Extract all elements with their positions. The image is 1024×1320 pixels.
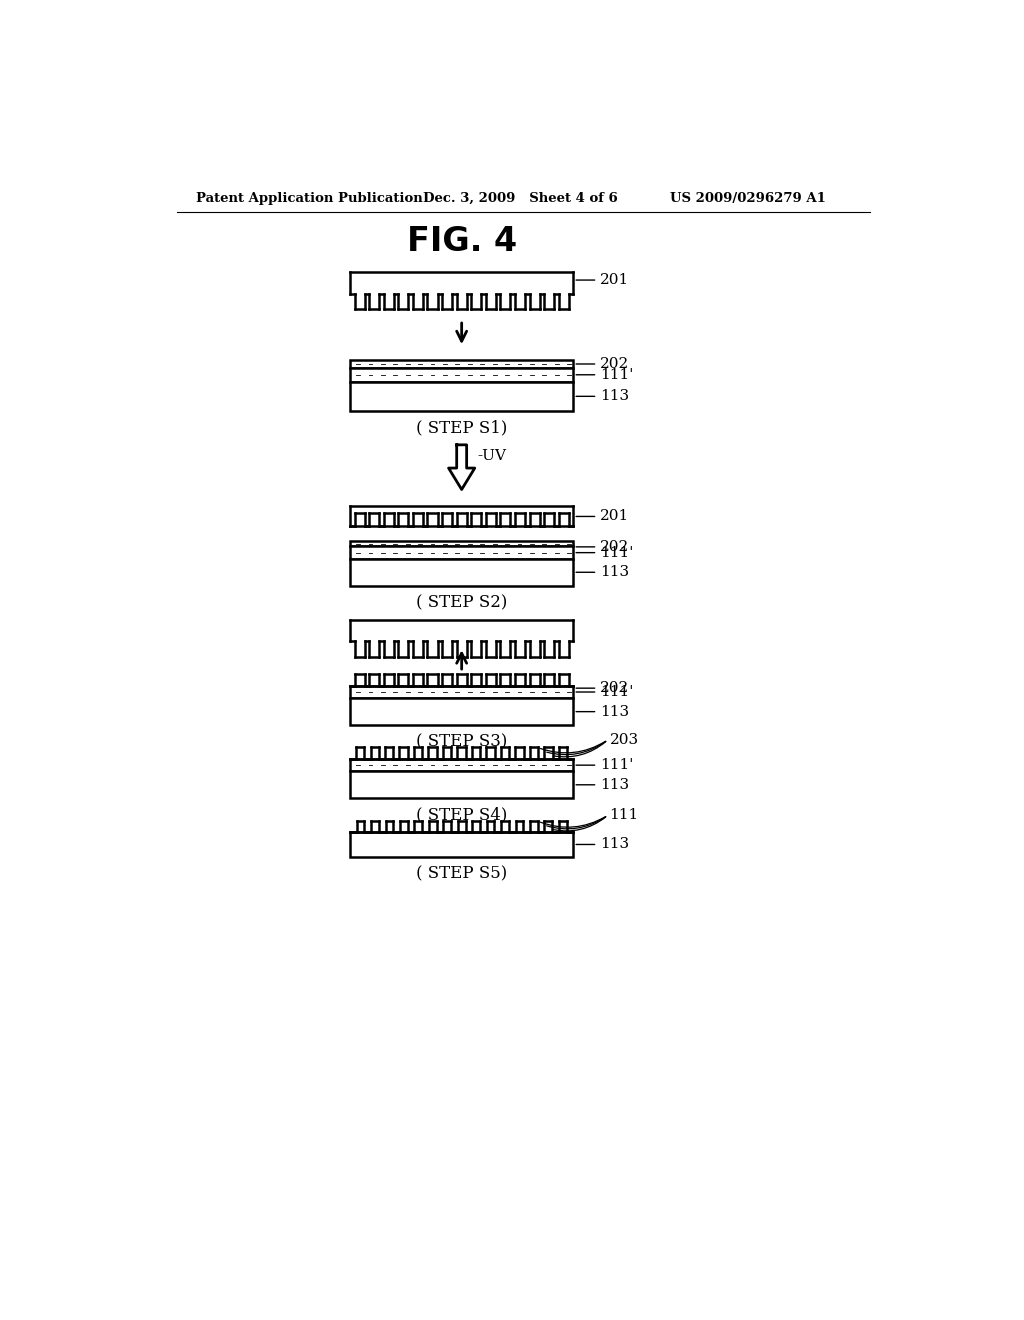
- Bar: [350, 771, 573, 799]
- Text: 113: 113: [577, 777, 630, 792]
- Text: 201: 201: [577, 273, 630, 286]
- Bar: [350, 698, 573, 725]
- Bar: [350, 832, 573, 857]
- Text: 203: 203: [609, 733, 639, 747]
- Bar: [350, 686, 573, 698]
- Text: Dec. 3, 2009   Sheet 4 of 6: Dec. 3, 2009 Sheet 4 of 6: [423, 191, 617, 205]
- Text: -UV: -UV: [477, 449, 506, 462]
- Text: US 2009/0296279 A1: US 2009/0296279 A1: [670, 191, 825, 205]
- Text: 113: 113: [577, 705, 630, 718]
- Text: 111': 111': [577, 545, 634, 560]
- Text: 201: 201: [577, 510, 630, 524]
- Text: ( STEP S3): ( STEP S3): [416, 734, 507, 751]
- Text: 113: 113: [577, 389, 630, 404]
- Text: ( STEP S1): ( STEP S1): [416, 420, 507, 437]
- Bar: [350, 546, 573, 558]
- Bar: [350, 360, 573, 368]
- Text: 111: 111: [609, 808, 639, 822]
- Text: 202: 202: [577, 681, 630, 696]
- Bar: [350, 759, 573, 771]
- Text: 111': 111': [577, 368, 634, 381]
- Text: 202: 202: [577, 356, 630, 371]
- Text: Patent Application Publication: Patent Application Publication: [196, 191, 423, 205]
- Text: 111': 111': [577, 685, 634, 700]
- Text: 113: 113: [577, 837, 630, 851]
- Bar: [350, 381, 573, 411]
- Polygon shape: [449, 445, 475, 490]
- Text: ( STEP S2): ( STEP S2): [416, 594, 507, 611]
- Bar: [350, 558, 573, 586]
- Bar: [350, 541, 573, 546]
- Bar: [350, 368, 573, 381]
- Text: 202: 202: [577, 540, 630, 554]
- Text: FIG. 4: FIG. 4: [407, 226, 517, 259]
- Text: ( STEP S4): ( STEP S4): [416, 807, 507, 824]
- Text: 111': 111': [577, 758, 634, 772]
- Text: ( STEP S5): ( STEP S5): [416, 865, 507, 882]
- Text: 113: 113: [577, 565, 630, 579]
